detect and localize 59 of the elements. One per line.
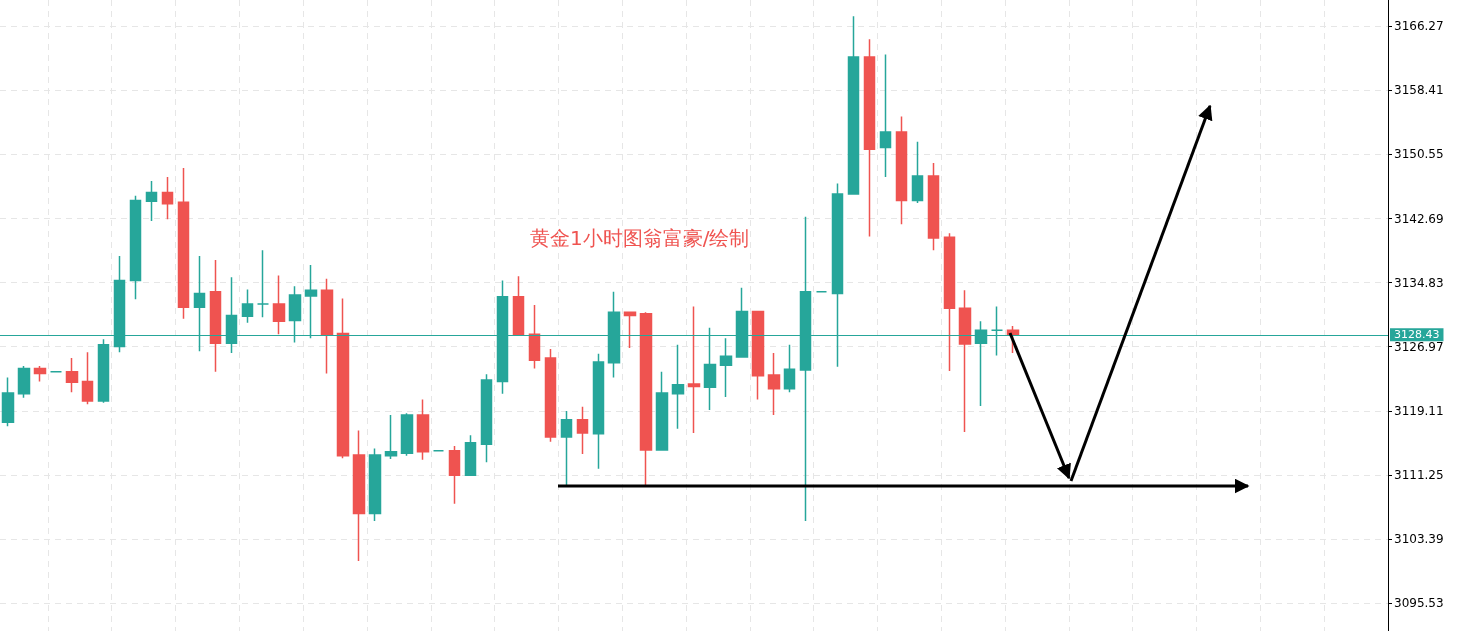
- candlestick: [33, 365, 47, 383]
- candlestick: [863, 38, 876, 238]
- ref-line-label: 3128.43: [1394, 328, 1440, 342]
- candlestick: [241, 288, 254, 324]
- candlestick: [448, 445, 461, 505]
- candlestick: [847, 15, 860, 195]
- candlestick: [943, 232, 956, 372]
- candlestick: [464, 434, 477, 477]
- candlestick: [623, 310, 637, 349]
- candlestick: [783, 344, 796, 393]
- y-tick-label: 3166.27: [1394, 19, 1444, 34]
- candlestick: [639, 311, 653, 486]
- candlestick: [671, 344, 685, 430]
- candlestick: [65, 357, 79, 393]
- candlestick: [544, 348, 557, 443]
- candlestick: [97, 338, 110, 404]
- y-tick-label: 3150.55: [1394, 147, 1444, 162]
- candlestick: [958, 289, 972, 433]
- candlestick: [895, 115, 908, 225]
- annotation: 黄金1小时图翁富豪/绘制: [530, 226, 750, 250]
- candlestick: [767, 352, 781, 416]
- candlestick: [161, 176, 174, 221]
- candlestick: [145, 180, 158, 222]
- y-tick-label: 3095.53: [1394, 596, 1444, 611]
- candlestick: [352, 429, 366, 562]
- candlestick: [911, 141, 924, 204]
- candlestick: [719, 337, 733, 398]
- candlestick: [879, 53, 892, 178]
- candlestick: [209, 259, 222, 373]
- candlestick: [272, 274, 286, 335]
- candlestick: [655, 371, 669, 452]
- candlestick: [336, 297, 350, 459]
- candlestick: [560, 410, 573, 486]
- candlestick: [400, 412, 414, 457]
- candlestick: [751, 310, 765, 401]
- candlestick: [129, 194, 142, 300]
- candlestick: [256, 249, 270, 318]
- y-tick-label: 3111.25: [1394, 467, 1444, 482]
- candlestick: [927, 162, 940, 252]
- candlestick: [687, 305, 701, 434]
- candlestick: [17, 365, 31, 399]
- candlestick: [528, 304, 541, 370]
- candlestick: [368, 447, 382, 522]
- candlestick: [81, 351, 94, 406]
- candlestick: [592, 353, 605, 470]
- y-tick-label: 3126.97: [1394, 339, 1444, 354]
- candlestick: [512, 275, 525, 337]
- candlestick: [177, 167, 190, 320]
- y-tick-label: 3158.41: [1394, 83, 1444, 98]
- candlestick: [1, 376, 15, 428]
- y-tick-label: 3142.69: [1394, 211, 1444, 226]
- candlestick: [480, 373, 493, 463]
- y-tick-label: 3103.39: [1394, 531, 1444, 546]
- y-tick-label: 3119.11: [1394, 403, 1444, 418]
- y-tick-label: 3134.83: [1394, 275, 1444, 290]
- candlestick: [320, 278, 334, 375]
- candlestick: [576, 406, 589, 455]
- candlestick: [416, 398, 430, 461]
- candlestick: [384, 414, 398, 460]
